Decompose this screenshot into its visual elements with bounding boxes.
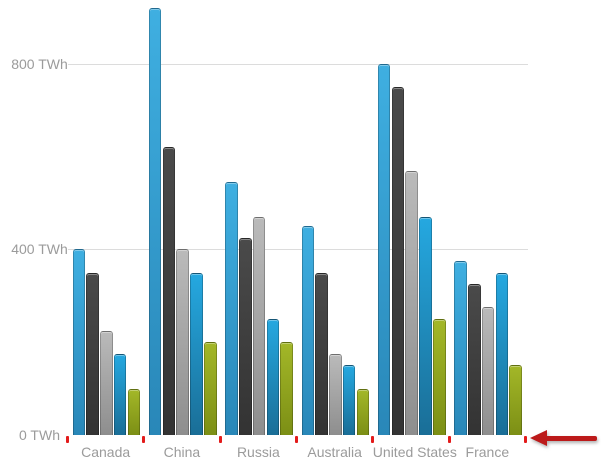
bar-olive-france	[509, 365, 522, 435]
bar-silver-france	[481, 307, 495, 435]
bar-dark-gray-russia	[239, 237, 252, 435]
x-axis-label-australia: Australia	[307, 444, 362, 460]
bar-dark-gray-france	[468, 284, 481, 435]
bar-light-blue-russia	[225, 182, 238, 435]
x-axis-tick	[295, 436, 298, 443]
bar-silver-australia	[329, 353, 342, 435]
bar-olive-china	[204, 342, 217, 435]
bar-olive-united-states	[433, 319, 446, 435]
bar-blue-france	[495, 272, 509, 435]
x-axis-label-canada: Canada	[81, 444, 131, 460]
bar-olive-russia	[280, 342, 293, 435]
bar-olive-australia	[356, 388, 370, 435]
x-axis-tick	[447, 436, 451, 443]
arrow-shaft	[546, 436, 597, 441]
x-axis-tick	[524, 436, 527, 443]
bar-dark-gray-united-states	[391, 87, 405, 435]
bar-blue-australia	[342, 365, 356, 435]
bar-silver-china	[176, 249, 189, 435]
bar-olive-canada	[127, 388, 141, 435]
bar-dark-gray-canada	[86, 272, 99, 435]
bar-silver-united-states	[405, 170, 418, 435]
gridline-400	[67, 249, 528, 251]
x-axis-label-china: China	[163, 444, 201, 460]
y-axis-label: 0 TWh	[19, 427, 60, 443]
x-axis-label-france: France	[465, 444, 510, 460]
gridline-800	[67, 63, 528, 65]
bar-silver-canada	[100, 330, 113, 435]
bar-light-blue-canada	[72, 249, 85, 435]
x-axis-tick	[142, 436, 146, 443]
y-axis-label: 400 TWh	[11, 241, 68, 258]
red-arrow-annotation	[530, 429, 598, 448]
x-axis-label-russia: Russia	[236, 444, 280, 460]
arrow-head-icon	[530, 430, 547, 446]
bar-light-blue-france	[454, 261, 467, 435]
bar-silver-russia	[252, 216, 266, 435]
x-axis-tick	[66, 436, 69, 443]
x-axis-label-united-states: United States	[372, 444, 457, 460]
bar-light-blue-united-states	[377, 63, 391, 435]
bar-blue-united-states	[419, 216, 432, 435]
bar-light-blue-australia	[301, 226, 314, 435]
bar-blue-russia	[266, 319, 280, 435]
bar-dark-gray-china	[162, 147, 176, 435]
bar-blue-china	[190, 272, 203, 435]
y-axis-label: 800 TWh	[11, 55, 68, 72]
x-axis-tick	[218, 436, 222, 443]
x-axis-tick	[371, 436, 375, 443]
bar-blue-canada	[113, 353, 127, 435]
bar-dark-gray-australia	[315, 272, 328, 435]
bar-light-blue-china	[148, 8, 162, 435]
